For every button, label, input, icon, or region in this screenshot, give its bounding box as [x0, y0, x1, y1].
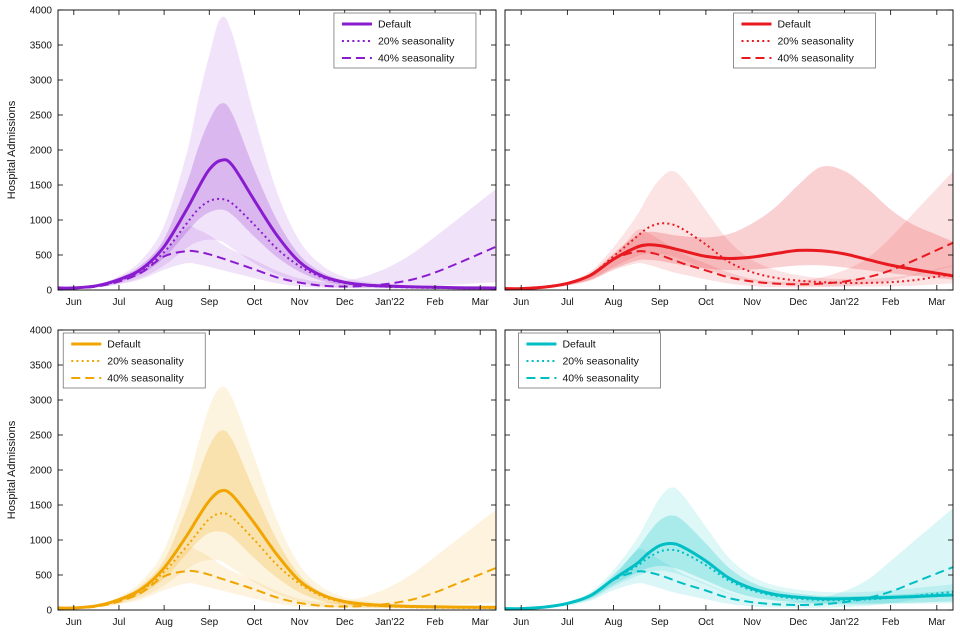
- confidence-band-inner: [505, 515, 953, 609]
- x-tick-label: Aug: [605, 297, 623, 308]
- confidence-band-outer: [505, 170, 953, 290]
- y-axis-title: Hospital Admissions: [6, 100, 18, 199]
- y-tick-label: 1000: [30, 216, 53, 227]
- x-tick-label: Jun: [66, 297, 82, 308]
- y-tick-label: 2000: [30, 466, 53, 477]
- x-tick-label: Mar: [928, 297, 946, 308]
- y-tick-label: 3500: [30, 361, 53, 372]
- x-tick-label: Sep: [200, 617, 218, 628]
- chart-top-right: Jun Jul Aug Sep Oct Nov Dec Jan'22 Feb Mar Default…: [504, 9, 954, 308]
- y-tick-label: 0: [46, 606, 52, 617]
- line-dashed-40-seasonality: [505, 566, 953, 610]
- x-tick-label: Feb: [426, 617, 444, 628]
- x-tick-label: Jun: [513, 617, 529, 628]
- y-tick-label: 2500: [30, 431, 53, 442]
- line-dashed-40-seasonality: [505, 241, 953, 290]
- x-tick-label: Aug: [155, 617, 173, 628]
- y-tick-label: 1500: [30, 181, 53, 192]
- x-tick-label: Dec: [336, 297, 354, 308]
- x-tick-label: Jan'22: [830, 617, 860, 628]
- y-tick-label: 500: [35, 251, 52, 262]
- y-tick-label: 3000: [30, 76, 53, 87]
- y-axis-title: Hospital Admissions: [6, 420, 18, 519]
- confidence-band-outer: [58, 386, 496, 609]
- x-tick-label: Jun: [513, 297, 529, 308]
- y-tick-label: 0: [46, 286, 52, 297]
- x-tick-label: Feb: [882, 297, 900, 308]
- y-tick-label: 3000: [30, 396, 53, 407]
- plot-area: [505, 487, 953, 610]
- x-tick-label: Oct: [247, 297, 263, 308]
- x-tick-label: Jul: [561, 297, 574, 308]
- chart-top-left: Jun Jul Aug Sep Oct Nov Dec Jan'22 Feb Mar 0 500 100…: [6, 6, 497, 308]
- chart-bottom-left: Jun Jul Aug Sep Oct Nov Dec Jan'22 Feb Mar 0 500 100…: [6, 326, 497, 628]
- x-tick-label: Sep: [651, 297, 669, 308]
- y-tick-label: 2500: [30, 111, 53, 122]
- x-tick-label: Jan'22: [830, 297, 860, 308]
- plot-area: [505, 165, 953, 290]
- line-solid-default: [58, 158, 496, 290]
- chart-bottom-right: Jun Jul Aug Sep Oct Nov Dec Jan'22 Feb Mar Default…: [504, 329, 954, 628]
- legend-label: 20% seasonality: [777, 36, 854, 48]
- line-dashed-40-seasonality: [58, 245, 496, 290]
- y-tick-label: 1500: [30, 501, 53, 512]
- legend-label: 40% seasonality: [378, 53, 455, 65]
- x-tick-label: Feb: [426, 297, 444, 308]
- confidence-band-seasonal: [58, 189, 496, 289]
- x-tick-label: Dec: [789, 297, 807, 308]
- x-tick-label: Sep: [200, 297, 218, 308]
- legend-label: Default: [562, 339, 595, 351]
- x-tick-label: Jun: [66, 617, 82, 628]
- line-solid-default: [58, 488, 496, 610]
- x-tick-label: Nov: [291, 617, 309, 628]
- legend-label: 40% seasonality: [107, 373, 184, 385]
- x-tick-label: Dec: [336, 617, 354, 628]
- confidence-band-seasonal: [505, 171, 953, 290]
- x-tick-label: Oct: [698, 617, 714, 628]
- x-tick-label: Nov: [743, 297, 761, 308]
- x-tick-label: Oct: [247, 617, 263, 628]
- y-tick-label: 500: [35, 571, 52, 582]
- legend-label: 40% seasonality: [562, 373, 639, 385]
- plot-area: [58, 386, 496, 610]
- x-tick-label: Sep: [651, 617, 669, 628]
- y-tick-label: 2000: [30, 146, 53, 157]
- x-tick-label: Feb: [882, 617, 900, 628]
- y-tick-label: 4000: [30, 326, 53, 337]
- x-tick-label: Oct: [698, 297, 714, 308]
- y-tick-label: 1000: [30, 536, 53, 547]
- bottom-row: Jun Jul Aug Sep Oct Nov Dec Jan'22 Feb Mar 0 500 100…: [0, 320, 960, 640]
- y-tick-label: 4000: [30, 6, 53, 17]
- legend-label: 20% seasonality: [107, 356, 184, 368]
- confidence-band-seasonal: [58, 509, 496, 609]
- legend-label: Default: [378, 19, 411, 31]
- legend-label: Default: [107, 339, 140, 351]
- x-tick-label: Aug: [155, 297, 173, 308]
- x-tick-label: Nov: [743, 617, 761, 628]
- x-tick-label: Jul: [561, 617, 574, 628]
- x-tick-label: Jan'22: [375, 297, 405, 308]
- legend-label: Default: [777, 19, 810, 31]
- x-tick-label: Jul: [113, 297, 126, 308]
- line-dashed-40-seasonality: [58, 566, 496, 610]
- confidence-band-seasonal: [505, 508, 953, 610]
- x-tick-label: Aug: [605, 617, 623, 628]
- top-row: Jun Jul Aug Sep Oct Nov Dec Jan'22 Feb Mar 0 500 100…: [6, 6, 954, 308]
- legend-label: 20% seasonality: [562, 356, 639, 368]
- plot-area: [58, 16, 496, 290]
- line-solid-default: [505, 541, 953, 610]
- x-tick-label: Mar: [472, 297, 490, 308]
- x-tick-label: Jan'22: [375, 617, 405, 628]
- x-tick-label: Nov: [291, 297, 309, 308]
- line-solid-default: [505, 243, 953, 290]
- x-tick-label: Dec: [789, 617, 807, 628]
- confidence-band-outer: [58, 16, 496, 289]
- y-tick-label: 3500: [30, 41, 53, 52]
- legend-label: 20% seasonality: [378, 36, 455, 48]
- legend-label: 40% seasonality: [777, 53, 854, 65]
- x-tick-label: Mar: [928, 617, 946, 628]
- x-tick-label: Mar: [472, 617, 490, 628]
- x-tick-label: Jul: [113, 617, 126, 628]
